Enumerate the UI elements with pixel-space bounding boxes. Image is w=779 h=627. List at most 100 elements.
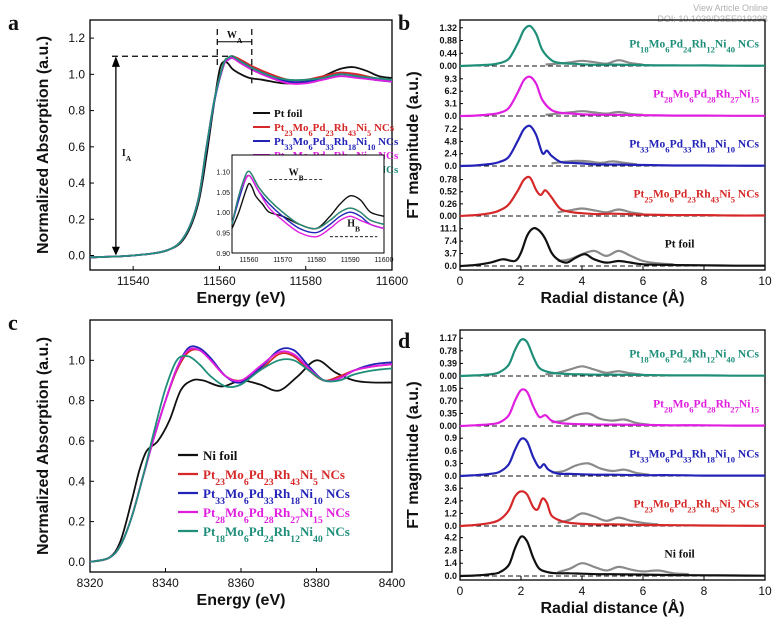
panel-c-legend-label-4-part: 40 — [313, 534, 323, 545]
panel-c-legend-label-1-part: 6 — [244, 477, 249, 488]
panel-b-frame — [459, 19, 766, 271]
panel-d-sample-label-2-part: Pt — [629, 449, 640, 461]
panel-d-sample-label-0-part: Mo — [649, 349, 666, 361]
panel-b-sample-label-1-part: 28 — [707, 95, 716, 105]
panel-b-sample-label-2-part: 10 — [726, 145, 735, 155]
panel-c-legend-label-3-part: 27 — [290, 515, 300, 526]
panel-b-series-line-4 — [459, 227, 765, 268]
panel-a-legend-label-1: Pt23Mo6Pd23Rh43Ni5 NCs — [274, 122, 395, 138]
panel-c-legend-label-4-part: Ni — [300, 524, 313, 539]
panel-d-sample-label-0-part: Rh — [692, 349, 707, 361]
panel-a-legend-label-1-part: Mo — [293, 122, 309, 134]
panel-b-ytick-label: 3.1 — [444, 99, 457, 109]
panel-a-inset-ytick-label: 0.90 — [216, 251, 230, 258]
panel-b-sample-label-1-part: 28 — [664, 95, 673, 105]
panel-b-sample-label-3-part: Rh — [696, 189, 711, 201]
panel-b-sample-label-4: Pt foil — [665, 239, 695, 251]
panel-a-legend-label-1-part: 23 — [284, 129, 292, 138]
panel-c-legend-label-2-part: 10 — [313, 496, 323, 507]
panel-a-inset-xtick-label: 11590 — [341, 257, 360, 264]
panel-a-ia-arrowhead-top — [111, 56, 120, 67]
panel-b-sample-label-0-part: Ni — [715, 39, 727, 51]
panel-d-fit-line-2 — [551, 462, 650, 476]
panel-c-legend-label-2-part: Pt — [203, 486, 216, 501]
panel-d-ytick-label: 3.6 — [444, 483, 457, 493]
panel-b-ytick-label: 1.32 — [439, 23, 457, 33]
panel-a-legend-label-2-part: 33 — [284, 143, 292, 152]
panel-b-sample-label-1-part: Rh — [716, 89, 731, 101]
panel-b-sample-label-3-part: Pd — [674, 189, 688, 201]
panel-b-sample-label-1-part: Pd — [694, 89, 708, 101]
panel-b-sample-label-3: Pt25Mo6Pd23Rh43Ni5 NCs — [633, 189, 759, 205]
panel-d-ytick-label: 0.00 — [439, 421, 457, 431]
panel-d-ytick-label: 0.00 — [439, 371, 457, 381]
panel-c-legend-label-2-part: 6 — [244, 496, 249, 507]
panel-b-sample-label-0-part: NCs — [735, 39, 759, 51]
panel-c-legend-label-3: Pt28Mo6Pd28Rh27Ni15 NCs — [203, 505, 350, 526]
panel-b-xtick-label: 4 — [579, 274, 586, 288]
panel-c-legend-label-2-part: NCs — [323, 486, 350, 501]
panel-d-ytick-label: 0.35 — [439, 408, 457, 418]
panel-a-inset-series-line-4 — [231, 170, 385, 230]
panel-d-ytick-label: 0.78 — [439, 346, 457, 356]
panel-d-ytick-label: 0.0 — [444, 471, 457, 481]
panel-d-sample-label-2-part: Pd — [670, 449, 684, 461]
panel-a-legend-label-2-part: Mo — [293, 136, 309, 148]
panel-d-sample-label-0-part: 12 — [706, 355, 715, 365]
panel-c-legend-label-2-part: 33 — [264, 496, 274, 507]
panel-c-legend-label-1-part: Ni — [300, 467, 313, 482]
panel-d-series-line-2 — [459, 437, 765, 478]
panel-b-sample-label-0-part: Rh — [692, 39, 707, 51]
panel-a-wb-label: WB — [289, 167, 304, 182]
panel-c-xtick-label: 8320 — [77, 576, 104, 590]
panel-c-legend-label-1-part: NCs — [318, 467, 345, 482]
panel-letter-a: a — [8, 10, 19, 35]
panel-c-xtick-label: 8360 — [228, 576, 255, 590]
panel-d-sample-label-0-part: Pd — [670, 349, 684, 361]
panel-c-legend-label-3-part: Rh — [274, 505, 291, 520]
watermark-line-2: DOI: 10.1039/D3EE01929B — [657, 14, 768, 24]
panel-b-ytick-label: 11.1 — [440, 224, 457, 234]
panel-d-frame — [459, 329, 766, 581]
panel-c-xtick-label: 8340 — [152, 576, 179, 590]
panel-a-legend-label-0: Pt foil — [274, 108, 302, 120]
panel-d-sample-label-1-part: Ni — [739, 399, 751, 411]
panel-a-legend-label-1-part: Rh — [334, 122, 348, 134]
panel-a-ytick-label: 1.0 — [68, 67, 85, 81]
panel-d-ytick-label: 2.4 — [444, 496, 457, 506]
panel-d-xtick-label: 6 — [640, 584, 647, 598]
panel-c-legend-label-4-part: Pt — [203, 524, 216, 539]
panel-a-inset-ytick-label: 1.10 — [216, 169, 230, 176]
panel-c-ytick-label: 0.2 — [68, 515, 85, 529]
panel-d-xtick-label: 8 — [701, 584, 708, 598]
panel-b-ytick-label: 6.2 — [444, 86, 457, 96]
panel-c-legend-label-3-part: 6 — [244, 515, 249, 526]
panel-c-legend-label-1-part: 5 — [313, 477, 318, 488]
panel-d-fit-line-1 — [551, 412, 650, 426]
panel-d-ytick-label: 0.3 — [444, 458, 457, 468]
panel-d-sample-label-1-part: Pt — [653, 399, 664, 411]
panel-d-sample-label-1-part: 27 — [730, 405, 739, 415]
panel-b-sample-label-1-part: Ni — [739, 89, 751, 101]
panel-c-legend-label-4-part: 24 — [264, 534, 274, 545]
panel-c-legend-label-4-part: 6 — [244, 534, 249, 545]
panel-d-sample-label-1-part: Rh — [716, 399, 731, 411]
panel-d-sample-label-4: Ni foil — [664, 549, 694, 561]
panel-d-ytick-label: 0.70 — [439, 396, 457, 406]
panel-d-sample-label-2-part: 33 — [683, 455, 692, 465]
panel-b-series-line-1 — [459, 75, 765, 118]
panel-a-ia-arrowhead-bottom — [111, 246, 120, 256]
panel-b-sample-label-1-part: Pt — [653, 89, 664, 101]
panel-a-wb-label-part: W — [289, 167, 299, 178]
panel-a-legend-label-1-part: NCs — [371, 122, 395, 134]
panel-b-sample-label-0-part: 6 — [665, 45, 670, 55]
panel-c-ytick-label: 1.0 — [68, 353, 85, 367]
panel-a-xtick-label: 11600 — [376, 274, 409, 288]
panel-b-sample-label-0-part: Pd — [670, 39, 684, 51]
panel-d-sample-label-2-part: 18 — [706, 455, 715, 465]
panel-d-sample-label-3: Pt23Mo6Pd23Rh43Ni5 NCs — [633, 499, 759, 515]
panel-c-legend-label-3-part: 28 — [264, 515, 274, 526]
panel-b-sample-label-1-part: Mo — [673, 89, 690, 101]
panel-c-legend-label-1-part: Pt — [203, 467, 216, 482]
panel-b-ytick-label: 0.0 — [444, 161, 457, 171]
